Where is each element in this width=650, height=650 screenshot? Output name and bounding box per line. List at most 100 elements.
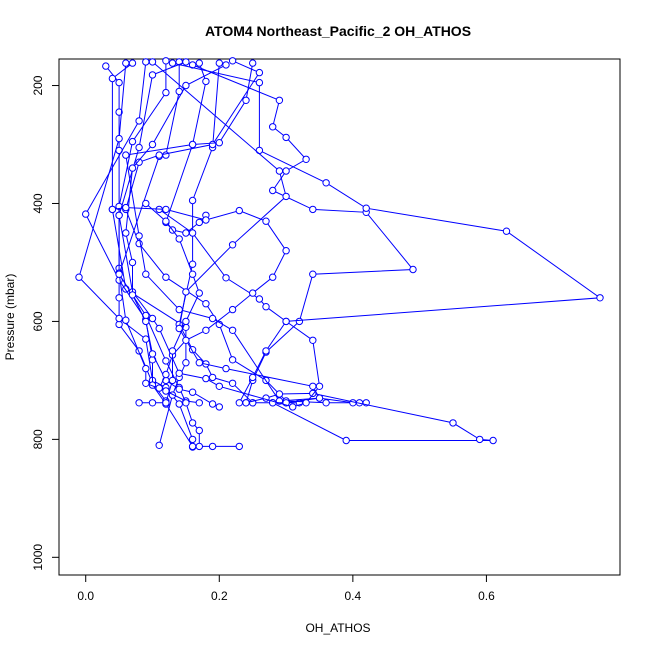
data-point [188,196,197,205]
series-5 [115,57,204,407]
data-point [249,373,257,382]
data-point [489,436,497,445]
data-point [322,399,330,407]
data-point [115,78,123,87]
data-point [182,288,190,296]
data-point [449,419,457,427]
data-point [228,305,237,314]
data-point [135,232,143,240]
data-point [115,294,123,302]
data-point [135,158,143,166]
data-point [195,426,204,435]
series-17 [135,199,204,407]
data-point [142,58,150,66]
data-point [282,247,290,255]
data-point [215,382,224,390]
series-line [192,64,415,404]
data-point [255,146,264,155]
data-point [282,317,290,326]
data-point [275,96,284,105]
data-point [215,59,224,67]
data-point [102,62,110,70]
data-point [182,81,190,90]
data-point [289,403,297,411]
chart-title: ATOM4 Northeast_Pacific_2 OH_ATHOS [205,23,471,39]
data-point [228,356,237,364]
data-point [128,59,137,67]
data-point [142,335,150,343]
data-point [362,204,370,212]
data-point [215,403,224,411]
data-point [182,229,190,237]
x-tick-label: 0.6 [478,589,495,603]
data-point [208,140,217,149]
data-point [182,399,190,407]
data-point [162,387,170,395]
data-point [275,167,284,175]
data-point [175,235,183,243]
data-point [182,317,190,326]
data-point [255,295,264,303]
data-point [222,364,230,373]
data-point [128,164,137,172]
data-point [148,71,157,79]
data-point [208,314,217,323]
data-point [315,394,324,402]
data-point [195,218,204,227]
series-11 [188,61,417,407]
y-axis: 200 400 600 800 1000 [31,75,60,571]
data-point [168,59,177,67]
data-point [188,140,197,149]
data-point [115,270,123,278]
series-3 [108,59,190,449]
data-point [596,294,604,302]
data-point [195,59,204,67]
data-point [275,390,284,398]
x-axis-label: OH_ATHOS [305,621,370,635]
data-point [195,359,204,367]
series-10 [122,59,364,407]
data-point [128,258,137,267]
data-point [342,436,350,445]
data-point [302,155,310,164]
data-point [148,140,157,149]
data-point [142,317,150,326]
data-point [222,274,230,282]
data-point [262,303,270,311]
data-point [175,385,183,393]
data-point [162,399,170,407]
data-point [309,382,317,390]
data-point [195,442,204,451]
data-point [242,399,250,407]
data-point [249,289,257,297]
data-point [202,77,210,86]
data-point [162,217,170,225]
data-point [128,291,137,299]
x-axis: 0.0 0.2 0.4 0.6 [77,574,495,603]
x-tick-label: 0.4 [345,589,362,603]
series-9 [122,57,370,407]
data-point [188,419,197,427]
data-point [269,186,277,195]
y-tick-label: 600 [31,311,45,331]
data-point [208,373,217,382]
data-point [135,117,143,125]
data-point [282,167,290,175]
data-point [235,399,244,407]
data-point [168,347,177,355]
data-point [142,364,150,373]
data-point [208,442,217,451]
data-point [202,216,210,224]
data-point [262,347,270,355]
data-point [162,205,170,214]
x-tick-label: 0.0 [77,589,94,603]
series-16 [108,203,290,392]
data-point [269,273,277,281]
y-tick-label: 800 [31,429,45,449]
y-tick-label: 400 [31,193,45,213]
data-point [208,400,217,408]
series-line [125,63,360,404]
data-point [188,388,197,396]
data-point [309,270,317,278]
data-point [182,359,190,367]
